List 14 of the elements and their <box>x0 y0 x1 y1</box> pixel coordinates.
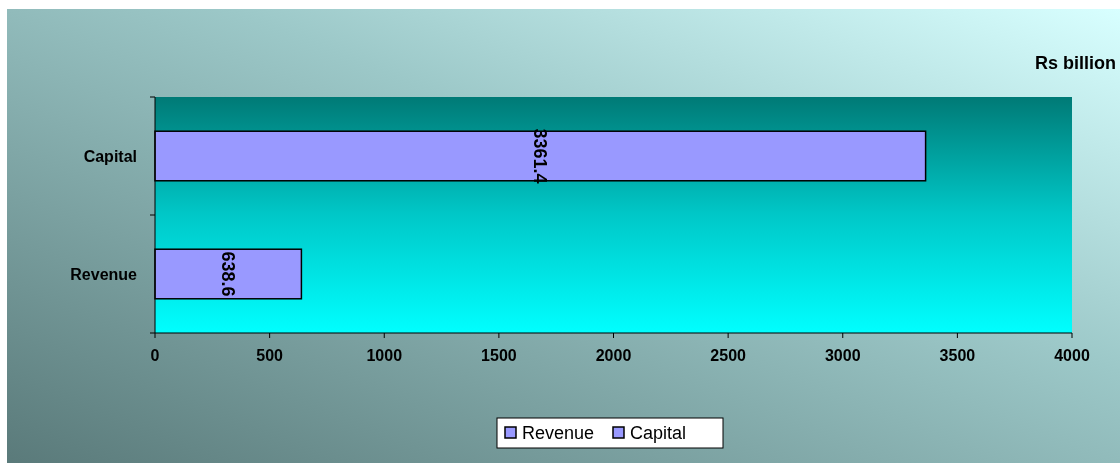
legend-label: Revenue <box>522 423 595 444</box>
x-tick-label: 3500 <box>939 347 976 364</box>
x-tick-label: 2500 <box>710 347 747 364</box>
x-tick-label: 1000 <box>366 347 403 364</box>
x-tick-label: 1500 <box>481 347 517 364</box>
x-tick-label: 500 <box>256 347 284 364</box>
text: Rs billion <box>1035 53 1116 73</box>
data-label: 3361.4 <box>530 128 550 184</box>
legend-label: Capital <box>630 423 687 444</box>
x-tick-label: 2000 <box>595 347 632 364</box>
x-tick-label: 0 <box>150 347 160 364</box>
x-tick-label: 3000 <box>824 347 861 364</box>
x-tick-label: 4000 <box>1054 347 1090 364</box>
data-label: 638.6 <box>217 251 238 297</box>
